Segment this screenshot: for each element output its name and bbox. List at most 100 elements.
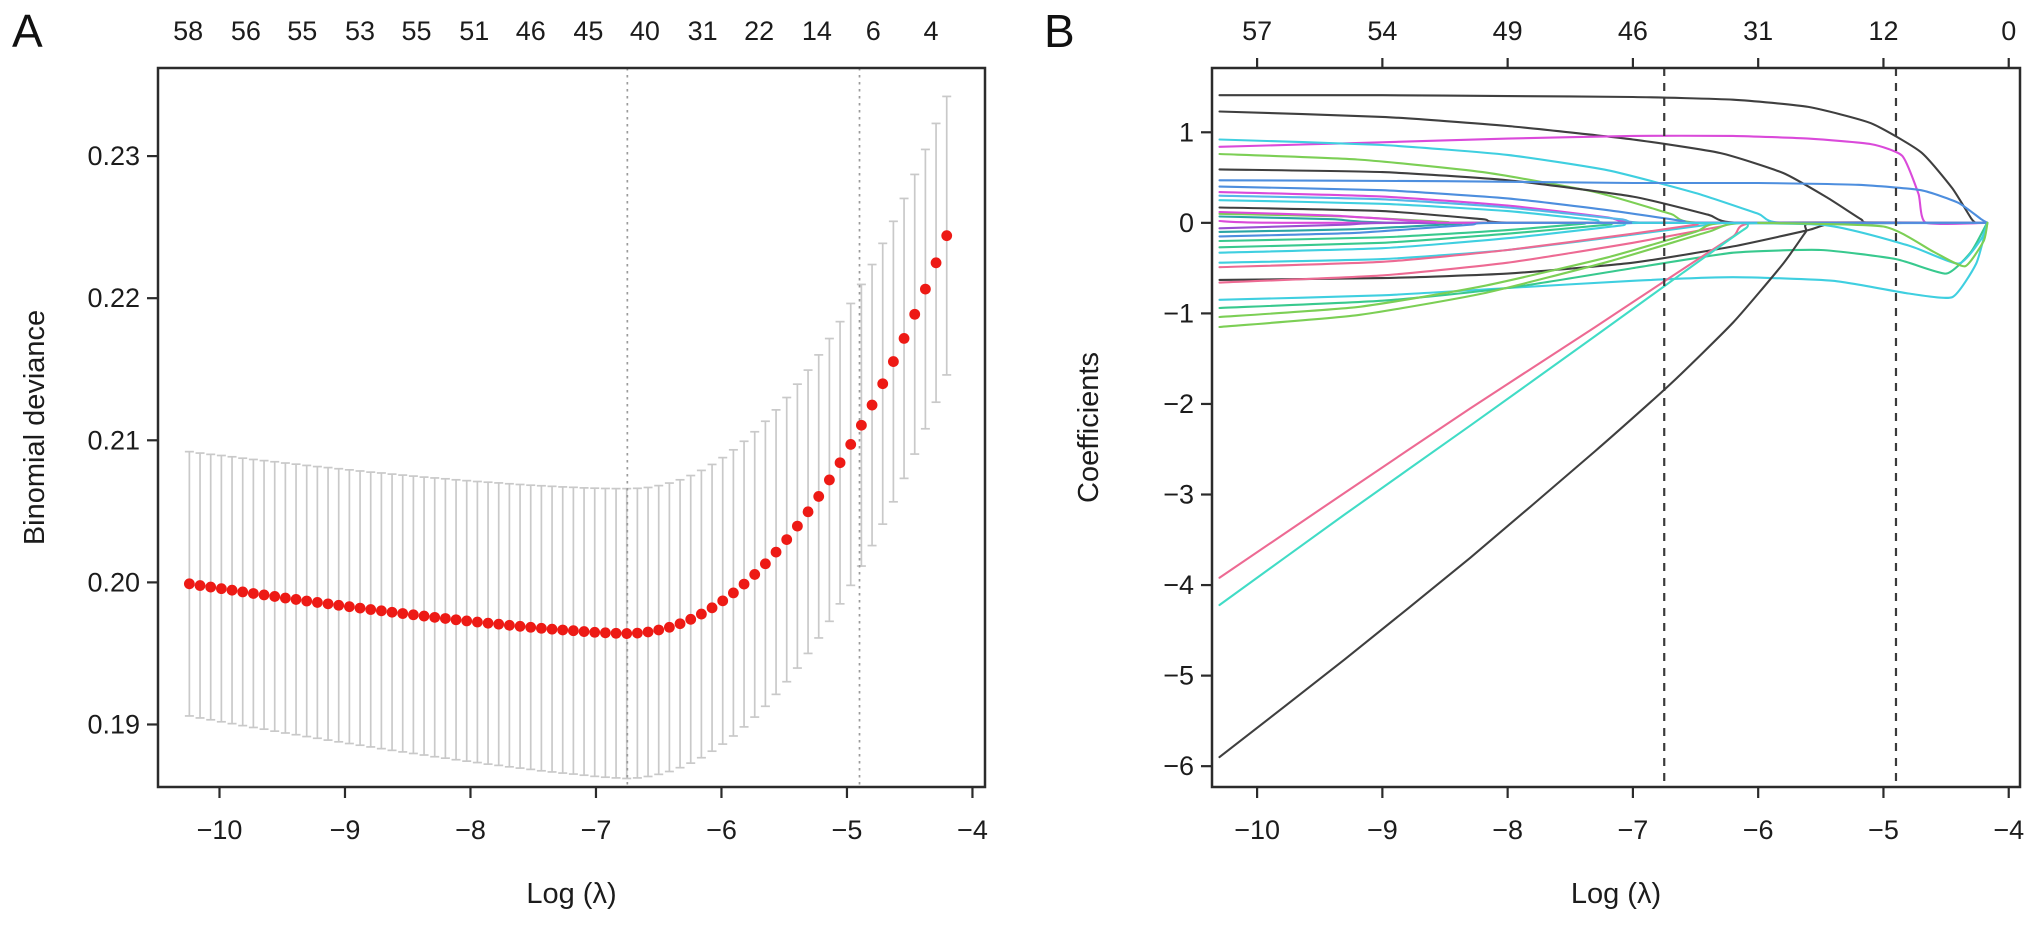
x-axis: −10 −9 −8 −7 −6 −5 −4 Log (λ) [1234, 787, 2024, 910]
cv-point [813, 491, 825, 502]
cv-point [589, 626, 601, 638]
cv-point [685, 613, 697, 625]
coef-path [1218, 221, 1989, 579]
coef-path [1218, 221, 1989, 301]
cv-point [898, 333, 910, 344]
x-tick-label: −9 [1367, 815, 1398, 845]
cv-point [514, 620, 526, 632]
cv-point [269, 591, 281, 602]
x-tick-label: −10 [1234, 815, 1280, 845]
cv-point [674, 618, 686, 630]
cv-point [642, 626, 654, 638]
cv-point [375, 605, 387, 617]
cv-point [557, 624, 569, 636]
cv-point [439, 613, 451, 624]
y-tick-label: 0.23 [87, 141, 140, 171]
cv-point [354, 602, 366, 614]
y-tick-label: 0.22 [87, 283, 140, 313]
top-tick-label: 4 [924, 16, 939, 46]
cv-point [919, 283, 931, 295]
x-tick-label: −10 [197, 815, 243, 845]
cv-point [205, 581, 217, 593]
cv-point [631, 627, 643, 639]
cv-point [845, 439, 857, 450]
cv-point [258, 589, 270, 601]
cv-point [493, 618, 505, 630]
cv-point [183, 578, 195, 590]
cv-point [482, 617, 494, 629]
cv-point [578, 626, 590, 637]
cv-point [215, 583, 227, 595]
y-tick-label: 1 [1179, 117, 1194, 147]
top-tick-label: 12 [1868, 16, 1898, 46]
x-tick-label: −6 [1743, 815, 1774, 845]
cv-point [930, 257, 942, 269]
errorbar-group [184, 95, 952, 780]
cv-point [759, 558, 771, 570]
coef-path [1218, 221, 1989, 607]
cv-point [621, 628, 633, 639]
y-tick-label: 0.19 [87, 709, 140, 739]
top-axis: 58 56 55 53 55 51 46 45 40 31 22 14 6 4 [173, 16, 938, 46]
cv-point [877, 378, 889, 390]
y-tick-label: 0.20 [87, 567, 140, 597]
x-axis-title: Log (λ) [1571, 878, 1661, 910]
top-tick-label: 40 [630, 16, 660, 46]
cv-point [770, 546, 782, 558]
y-axis-title: Binomial deviance [19, 310, 51, 545]
cv-point [471, 616, 483, 628]
x-tick-label: −8 [1492, 815, 1523, 845]
x-axis: −10 −9 −8 −7 −6 −5 −4 Log (λ) [197, 787, 988, 910]
y-tick-label: −2 [1163, 389, 1194, 419]
top-axis: 57 54 49 46 31 12 0 [1242, 16, 2016, 68]
top-tick-label: 22 [744, 16, 774, 46]
coef-path [1218, 94, 1989, 225]
plot-box [156, 66, 987, 789]
top-tick-label: 46 [1618, 16, 1648, 46]
y-tick-label: 0 [1179, 208, 1194, 238]
cv-point [749, 569, 761, 580]
cv-point [386, 606, 398, 618]
cv-point [738, 578, 750, 590]
cv-point [407, 609, 419, 621]
cv-point [802, 506, 814, 518]
cv-point [855, 419, 867, 431]
x-axis-title: Log (λ) [526, 878, 616, 910]
x-tick-label: −8 [455, 815, 486, 845]
y-axis: 0.19 0.20 0.21 0.22 0.23 Binomial deviance [19, 141, 158, 739]
x-tick-label: −7 [581, 815, 612, 845]
cv-point [226, 584, 238, 596]
top-tick-label: 0 [2001, 16, 2016, 46]
cv-point [450, 614, 462, 626]
top-tick-label: 55 [401, 16, 431, 46]
panel-b: −10 −9 −8 −7 −6 −5 −4 Log (λ) 1 0 −1 −2 −3 −4 −5 −6 Coef… [1073, 16, 2024, 910]
panel-b-letter: B [1044, 5, 1075, 57]
coef-path [1218, 110, 1989, 225]
cv-point [823, 474, 835, 486]
cv-point [503, 619, 515, 631]
top-tick-label: 14 [802, 16, 832, 46]
cv-point [610, 627, 622, 639]
top-tick-label: 49 [1493, 16, 1523, 46]
y-tick-label: −6 [1163, 751, 1194, 781]
cv-point [301, 595, 313, 607]
top-tick-label: 54 [1367, 16, 1397, 46]
top-tick-label: 55 [287, 16, 317, 46]
coef-path [1757, 221, 1989, 268]
cv-point [599, 627, 611, 639]
panel-a-letter: A [12, 5, 43, 57]
top-tick-label: 57 [1242, 16, 1272, 46]
cv-point [781, 534, 793, 546]
top-tick-label: 31 [1743, 16, 1773, 46]
cv-point [706, 602, 718, 614]
cv-point [279, 592, 291, 604]
top-tick-label: 45 [573, 16, 603, 46]
x-tick-label: −5 [1868, 815, 1899, 845]
cv-point [333, 599, 345, 611]
cv-point [535, 622, 547, 634]
coef-path [1218, 134, 1989, 226]
cv-point [941, 230, 953, 242]
x-tick-label: −6 [706, 815, 737, 845]
